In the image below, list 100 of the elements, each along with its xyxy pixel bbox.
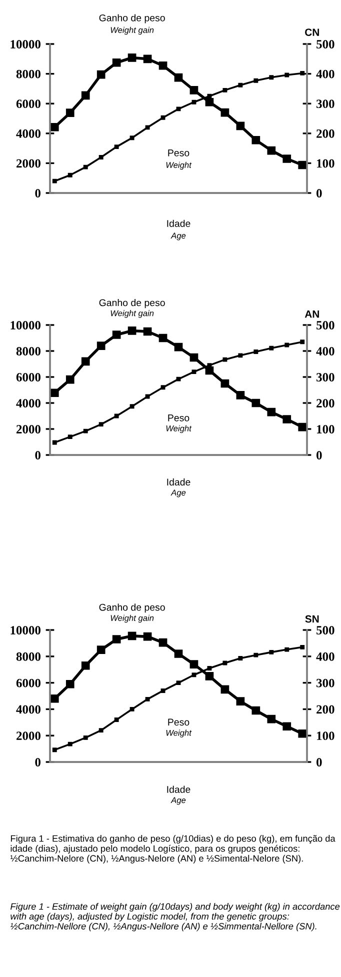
- point: [112, 635, 121, 644]
- point: [50, 122, 59, 132]
- y-tick-label: 6000: [16, 100, 40, 108]
- point: [192, 100, 196, 104]
- point: [114, 144, 119, 150]
- point: [222, 357, 228, 362]
- point: [81, 357, 90, 366]
- y2-axis-title: CN: [305, 28, 319, 36]
- point: [176, 106, 181, 112]
- point: [222, 88, 228, 92]
- y-tick-label: 8000: [16, 347, 40, 356]
- point: [192, 370, 196, 374]
- point: [298, 729, 307, 738]
- point: [160, 115, 166, 120]
- x-axis-title: Idade Age: [167, 786, 190, 805]
- point: [66, 375, 74, 384]
- point: [252, 706, 260, 715]
- point: [205, 98, 214, 106]
- point: [143, 327, 152, 336]
- point: [267, 146, 276, 155]
- y2-tick-label: 400: [316, 347, 334, 356]
- y-tick-label: 10000: [10, 40, 40, 48]
- series-label: Ganho de peso Weight gain: [99, 604, 165, 623]
- point: [220, 379, 230, 388]
- point: [267, 408, 276, 416]
- y2-axis-title: SN: [305, 615, 319, 623]
- point: [145, 394, 150, 399]
- y2-tick-label: 500: [316, 321, 334, 330]
- series-label: Ganho de peso Weight gain: [99, 299, 165, 318]
- y2-tick-label: 500: [316, 626, 334, 634]
- point: [98, 155, 104, 160]
- text: Peso Weight: [166, 414, 192, 433]
- point: [96, 646, 106, 654]
- point: [112, 58, 121, 67]
- point: [174, 342, 183, 352]
- y2-tick-label: 300: [316, 678, 334, 688]
- point: [112, 330, 121, 339]
- y2-tick-label: 100: [317, 159, 334, 168]
- point: [176, 376, 181, 382]
- point: [83, 735, 88, 740]
- y2-tick-label: 300: [316, 373, 334, 382]
- y2-tick-label: 0: [316, 451, 322, 460]
- point: [269, 75, 274, 80]
- point: [83, 164, 88, 170]
- y-tick-label: 2000: [16, 425, 40, 434]
- text: Figura 1 - Estimativa do ganho de peso (g/10dias) e do peso (kg), em função da idade (dias), ajustado pelo modelo Logístico, para os grupos genéticos: ½Canchim-Nelore (CN), ½Angus-Nelore (AN) e ½Simental-Nelore (SN).: [10, 835, 336, 864]
- point: [143, 632, 152, 641]
- point: [254, 652, 258, 658]
- point: [220, 685, 230, 694]
- y2-tick-label: 0: [316, 189, 322, 198]
- point: [252, 398, 260, 408]
- point: [128, 54, 136, 62]
- y-tick-label: 0: [35, 451, 40, 460]
- y2-tick-label: 200: [316, 399, 334, 408]
- y2-tick-label: 100: [317, 732, 334, 740]
- point: [252, 136, 260, 144]
- point: [300, 340, 305, 344]
- point: [174, 650, 183, 658]
- point: [205, 672, 214, 680]
- text: Peso Weight: [166, 718, 192, 738]
- y2-tick-label: 500: [316, 40, 334, 48]
- y2-tick-label: 400: [316, 652, 334, 661]
- point: [190, 660, 198, 668]
- point: [176, 680, 181, 686]
- point: [282, 154, 292, 163]
- text: Peso Weight: [166, 150, 192, 170]
- point: [158, 61, 168, 70]
- point: [96, 342, 106, 350]
- point: [68, 742, 72, 746]
- point: [300, 644, 305, 650]
- point: [98, 422, 104, 427]
- point: [160, 688, 166, 693]
- point: [114, 718, 119, 722]
- caption: Figure 1 - Estimate of weight gain (g/10days) and body weight (kg) in accordance with age (days), adjusted by Logistic model, from the genetic groups: ½Canchim-Nellore (CN), ½Angus-Nellore (AN) e ½Simmental-Nellore (SN).: [10, 903, 340, 932]
- x-axis-title: Idade Age: [167, 220, 190, 240]
- point: [158, 334, 168, 342]
- point: [207, 666, 212, 671]
- point: [298, 160, 307, 170]
- point: [238, 82, 243, 88]
- y-tick-label: 4000: [16, 399, 40, 408]
- point: [254, 78, 258, 83]
- point: [238, 656, 243, 660]
- point: [158, 638, 168, 647]
- point: [128, 326, 136, 335]
- point: [205, 366, 214, 375]
- point: [160, 385, 166, 390]
- point: [192, 672, 196, 678]
- y-tick-label: 8000: [16, 70, 40, 78]
- point: [284, 342, 290, 348]
- point: [130, 136, 134, 140]
- point: [174, 73, 183, 82]
- point: [130, 706, 134, 712]
- point: [300, 70, 305, 76]
- y-tick-label: 6000: [16, 373, 40, 382]
- y-tick-label: 10000: [10, 626, 40, 634]
- point: [96, 70, 106, 79]
- point: [128, 632, 136, 640]
- point: [83, 428, 88, 434]
- y-tick-label: 6000: [16, 678, 40, 688]
- point: [282, 722, 292, 731]
